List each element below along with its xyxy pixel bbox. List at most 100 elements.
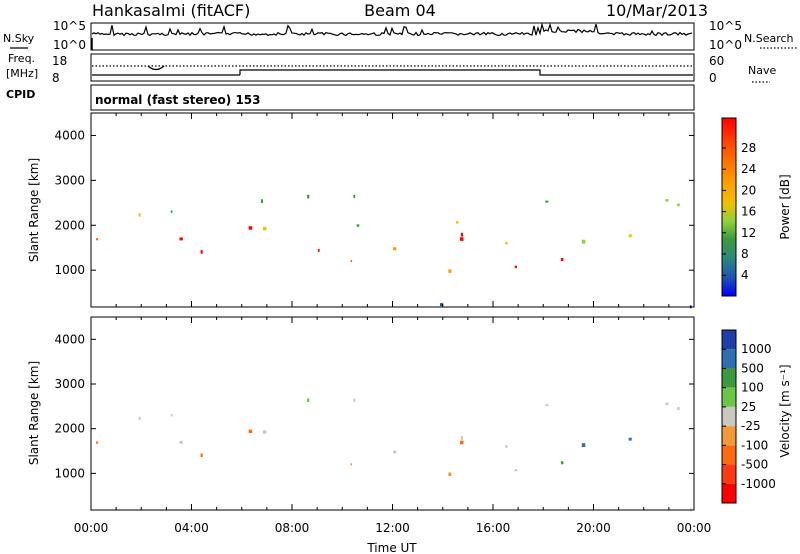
x-tick-label: 04:00: [174, 521, 209, 535]
power-echo: [545, 200, 549, 203]
power-echo: [456, 221, 459, 224]
noise-right-tick-low: 10^0: [709, 38, 742, 52]
power-echo: [514, 265, 517, 269]
nsearch-label: N.Search: [744, 32, 794, 45]
velocity-colorbar-segment: [722, 426, 736, 446]
velocity-y-axis: 1000 2000 3000 4000: [54, 332, 694, 480]
velocity-echo: [350, 463, 353, 466]
colorbar-tick-label: -25: [741, 419, 761, 433]
x-tick-label: 16:00: [476, 521, 511, 535]
noise-left-tick-high: 10^5: [53, 19, 86, 33]
velocity-echo: [96, 441, 99, 444]
freq-left-tick-low: 8: [52, 71, 60, 85]
power-echo: [677, 203, 680, 207]
velocity-colorbar-label: Velocity [m s⁻¹]: [778, 364, 792, 457]
colorbar-tick-label: 4: [741, 268, 749, 282]
velocity-echo: [677, 407, 680, 410]
x-axis-label: Time UT: [366, 541, 417, 554]
velocity-echo: [307, 398, 310, 403]
power-panel-frame: [90, 112, 695, 308]
colorbar-tick-label: 1000: [741, 342, 772, 356]
velocity-ylabel: Slant Range [km]: [27, 361, 41, 465]
velocity-colorbar-ticks: 1000 500 100 25 -25 -100 -500 -1000: [722, 342, 776, 491]
power-echo: [170, 210, 173, 213]
freq-left-tick-high: 18: [52, 54, 67, 68]
power-echo: [307, 194, 310, 199]
power-echo: [263, 226, 267, 231]
time-x-axis: 00:00 04:00 08:00 12:00 16:00 20:00 00:00: [74, 113, 712, 535]
velocity-colorbar-segment: [722, 483, 736, 503]
colorbar-tick-label: 20: [741, 183, 756, 197]
power-echo: [581, 239, 586, 244]
velocity-echo: [353, 398, 356, 402]
power-echo: [440, 303, 444, 307]
nave-label: Nave: [748, 64, 776, 77]
noise-panel-frame: [90, 22, 695, 51]
y-tick-label: 1000: [54, 263, 85, 277]
freq-trace-step: [239, 69, 693, 76]
y-tick-label: 4000: [54, 332, 85, 346]
velocity-colorbar-segment: [722, 330, 736, 350]
velocity-echo: [460, 440, 464, 445]
power-echo: [505, 241, 508, 245]
colorbar-tick-label: 12: [741, 226, 756, 240]
x-tick-label: 20:00: [576, 521, 611, 535]
velocity-echo: [179, 440, 183, 444]
power-echo: [460, 232, 464, 237]
power-echo: [448, 269, 452, 273]
freq-panel-frame: [90, 53, 695, 82]
colorbar-tick-label: 25: [741, 400, 756, 414]
nave-trace-dip: [147, 65, 165, 71]
velocity-echo: [581, 443, 586, 447]
velocity-panel-frame: [90, 316, 695, 511]
cpid-panel-frame: [90, 84, 695, 111]
x-tick-label: 00:00: [677, 521, 712, 535]
y-tick-label: 1000: [54, 466, 85, 480]
power-y-axis: 1000 2000 3000 4000: [54, 128, 694, 277]
x-tick-label: 00:00: [74, 521, 109, 535]
noise-sky-trace: [91, 22, 693, 50]
station-title: Hankasalmi (fitACF): [92, 1, 250, 20]
power-echo: [317, 249, 320, 252]
velocity-echo: [138, 416, 141, 421]
velocity-echo: [170, 414, 173, 417]
power-echo: [665, 199, 669, 202]
velocity-data-layer: [96, 398, 692, 512]
velocity-colorbar: [721, 329, 737, 504]
power-echo: [96, 238, 99, 241]
velocity-colorbar-segment: [722, 406, 736, 427]
velocity-echo: [628, 437, 632, 441]
date-title: 10/Mar/2013: [606, 1, 708, 20]
velocity-echo: [665, 402, 669, 406]
power-data-layer: [96, 194, 692, 309]
velocity-colorbar-segment: [722, 464, 736, 484]
cpid-label: CPID: [6, 88, 35, 101]
x-tick-label: 12:00: [375, 521, 410, 535]
power-echo: [248, 226, 253, 230]
power-echo: [138, 213, 141, 217]
noise-left-tick-low: 10^0: [53, 38, 86, 52]
velocity-echo: [448, 472, 452, 477]
velocity-colorbar-segment: [722, 387, 736, 407]
nsky-label: N.Sky: [3, 32, 35, 45]
power-echo: [260, 199, 263, 203]
velocity-echo: [393, 450, 397, 454]
colorbar-tick-label: -500: [741, 458, 768, 472]
cpid-text: normal (fast stereo) 153: [95, 93, 261, 107]
colorbar-tick-label: 16: [741, 205, 756, 219]
colorbar-tick-label: -100: [741, 438, 768, 452]
freq-right-tick-low: 0: [709, 71, 717, 85]
velocity-echo: [545, 404, 549, 407]
power-echo: [353, 194, 356, 199]
noise-sky-line: [91, 22, 693, 37]
y-tick-label: 3000: [54, 377, 85, 391]
power-echo: [200, 250, 203, 254]
y-tick-label: 4000: [54, 128, 85, 142]
colorbar-tick-label: 500: [741, 361, 764, 375]
velocity-echo: [263, 430, 267, 434]
colorbar-tick-label: 100: [741, 381, 764, 395]
velocity-echo: [560, 461, 564, 465]
power-echo: [179, 237, 183, 241]
velocity-colorbar-frame: [721, 329, 737, 504]
